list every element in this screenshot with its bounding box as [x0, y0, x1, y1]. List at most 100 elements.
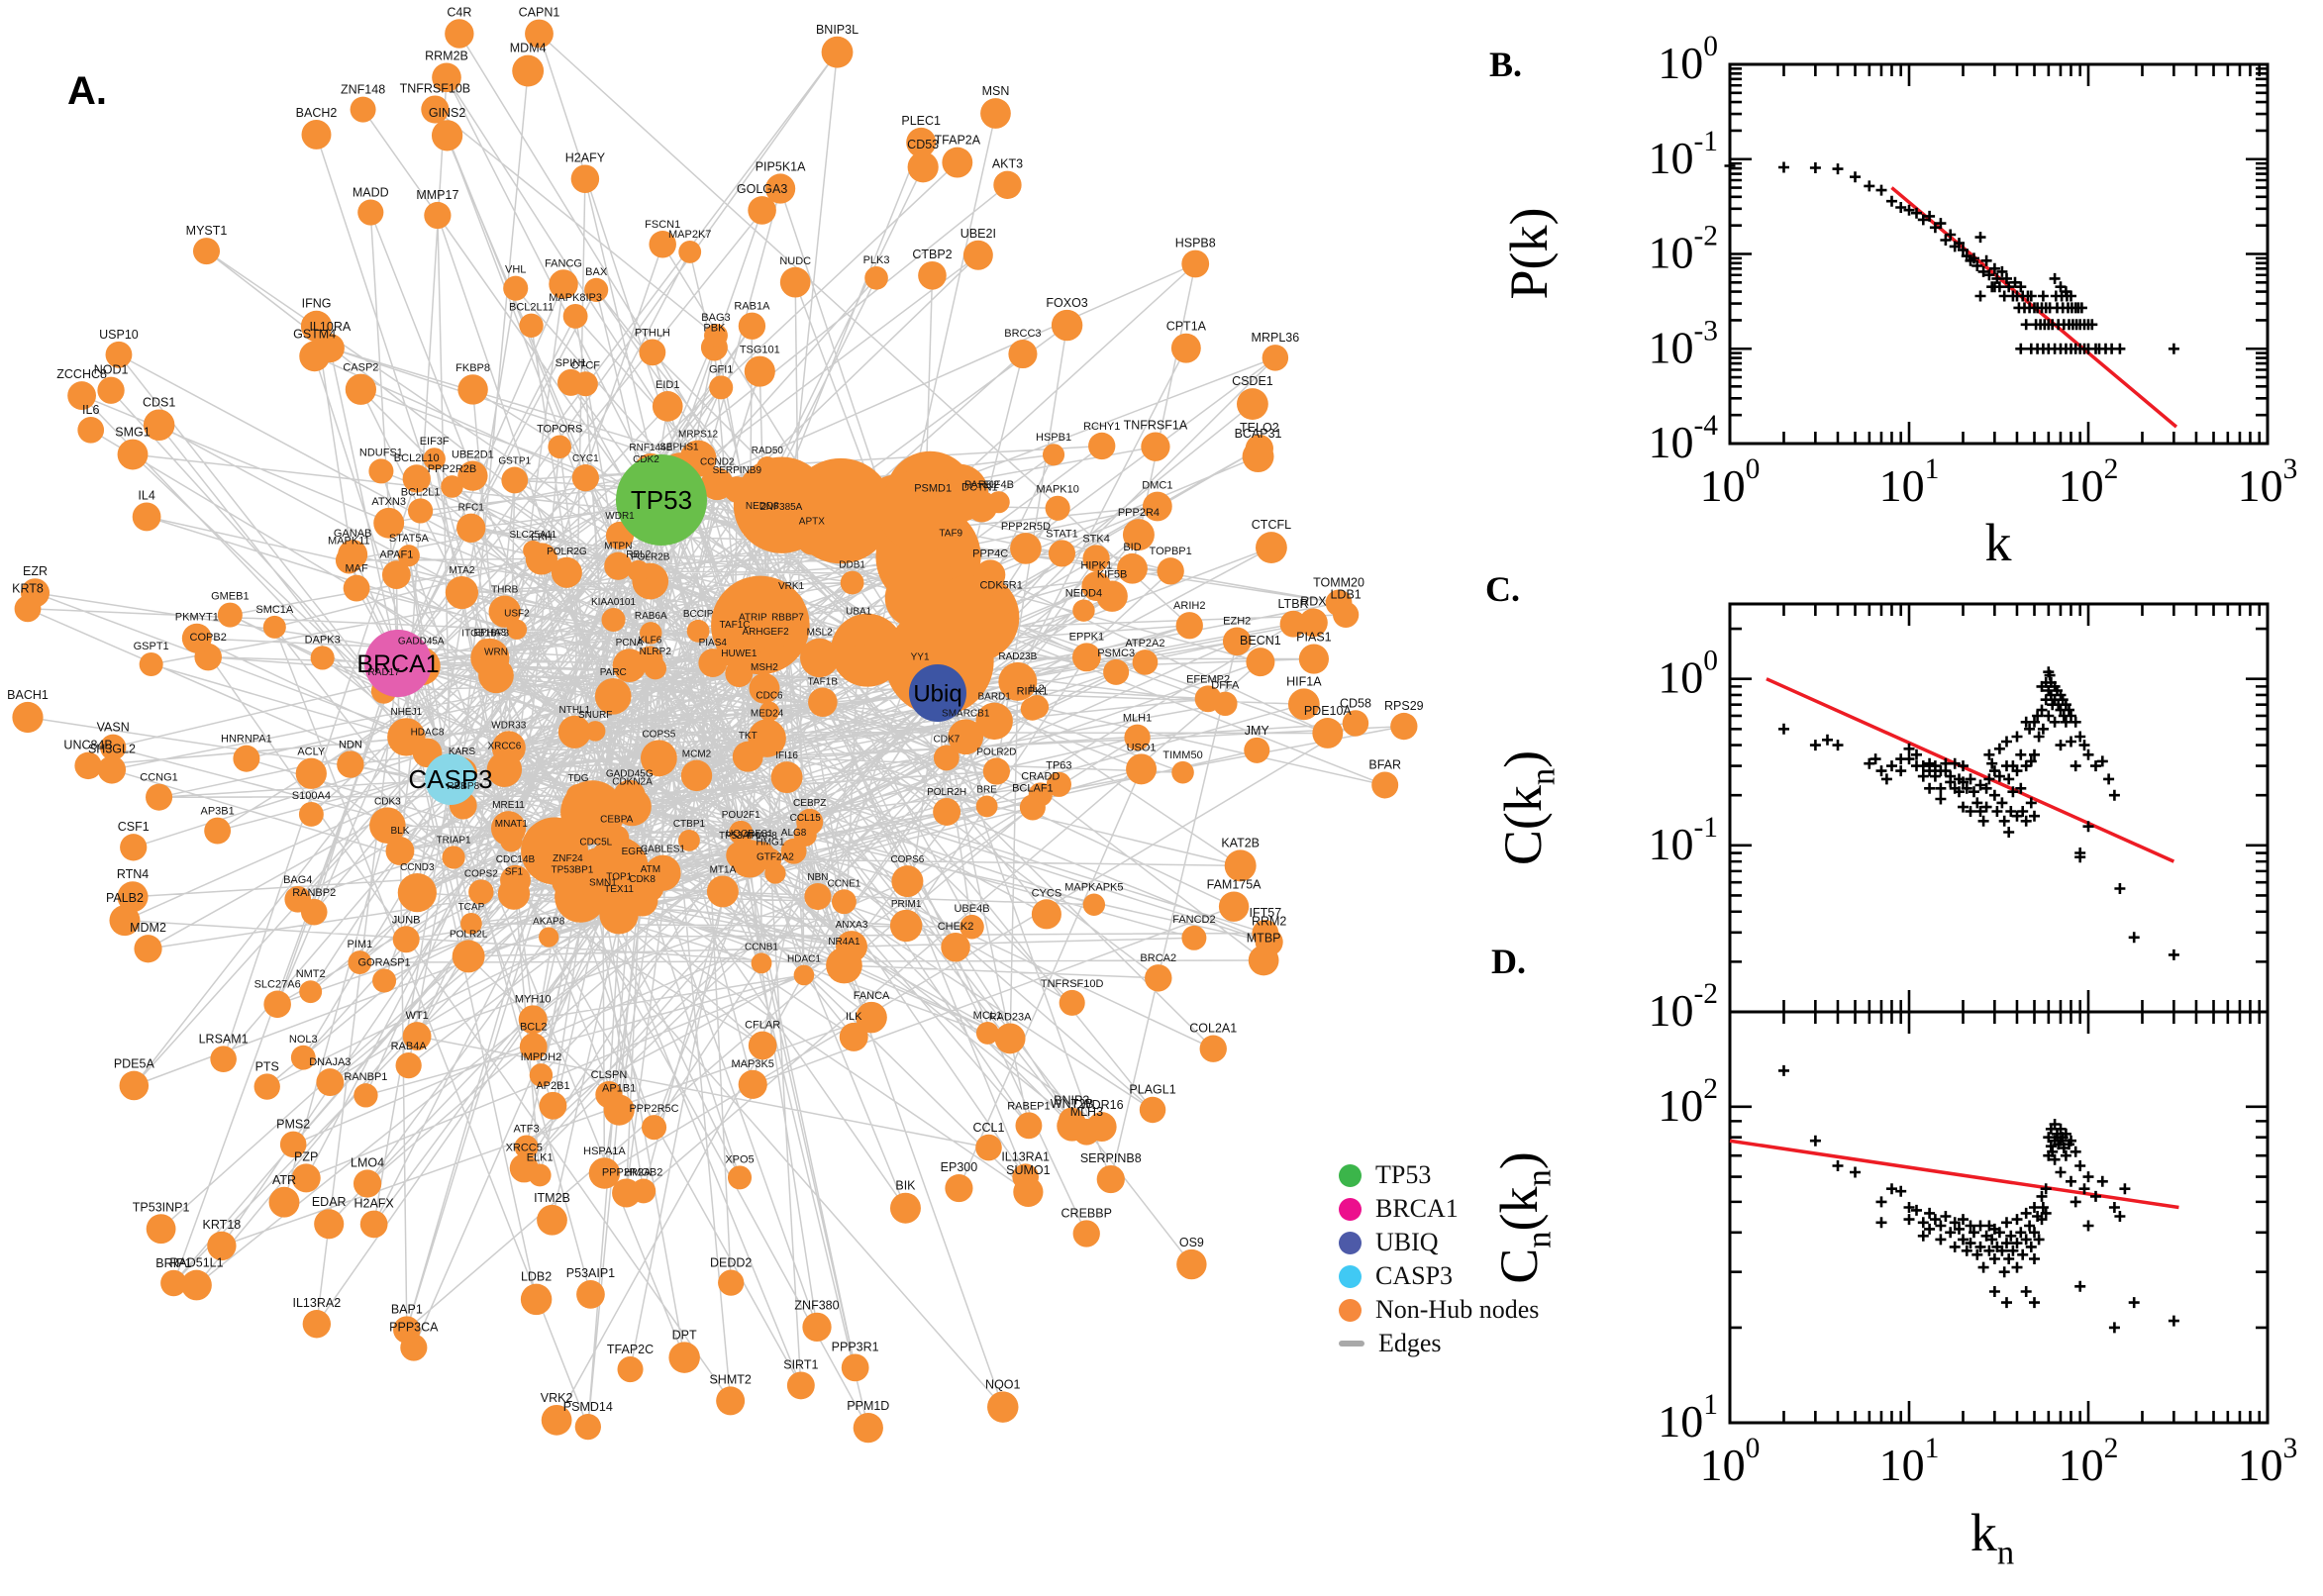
- network-node: [132, 502, 161, 532]
- network-node-label: EFEMP2: [1186, 673, 1230, 685]
- network-node: [291, 1163, 321, 1193]
- network-node: [528, 1163, 552, 1187]
- network-node-label: HSPA1A: [583, 1146, 626, 1157]
- network-node-label: BFAR: [1368, 757, 1401, 771]
- network-node: [613, 779, 646, 813]
- network-node: [770, 761, 803, 794]
- network-node: [1287, 688, 1320, 721]
- network-node-label: MTBP: [1247, 932, 1281, 946]
- network-node: [518, 1005, 548, 1035]
- legend-marker-nonhub-circle-icon: [1339, 1298, 1362, 1322]
- network-node: [537, 1204, 567, 1236]
- legend-item-tp53: TP53: [1339, 1158, 1539, 1192]
- network-node-label: RANBP2: [292, 887, 336, 899]
- panel-c: 100 10-1 10-2 C(kn): [1493, 602, 2270, 1036]
- network-node-label: EPPK1: [1069, 631, 1104, 643]
- network-node: [933, 745, 960, 771]
- network-node: [942, 147, 973, 178]
- network-node-label: NUDC: [779, 255, 811, 267]
- network-node: [348, 950, 372, 974]
- network-node: [478, 657, 514, 694]
- network-node: [372, 968, 397, 993]
- network-hubs: TP53 BRCA1 Ubiq CASP3: [356, 454, 966, 805]
- network-node-label: TEX11: [604, 884, 634, 895]
- network-node-label: SF1: [505, 867, 524, 878]
- network-node-label: TOPORS: [537, 424, 582, 436]
- network-node: [445, 19, 474, 49]
- network-node-label: BCL2L10: [394, 452, 440, 464]
- network-node: [698, 648, 728, 677]
- network-node-label: PKMYT1: [175, 612, 219, 624]
- network-node: [584, 721, 606, 742]
- network-node: [1096, 580, 1128, 612]
- network-node: [119, 1070, 150, 1101]
- network-node: [604, 551, 633, 580]
- network-node: [921, 494, 946, 519]
- network-node: [314, 1209, 345, 1240]
- network-node: [181, 623, 212, 653]
- panel-c-frame: [1728, 602, 2270, 1014]
- network-node-label: ITM2B: [534, 1191, 570, 1205]
- network-node-label: MRPL36: [1252, 331, 1300, 345]
- network-node: [539, 1091, 567, 1120]
- network-node: [988, 591, 1014, 616]
- network-node: [1103, 658, 1130, 685]
- panel-d-ticks: [1728, 1012, 2270, 1425]
- panel-d-fit-line: [1729, 1139, 2179, 1210]
- network-node: [748, 512, 777, 542]
- network-node-label: IL6: [82, 403, 99, 417]
- network-node-label: DMC1: [1142, 480, 1172, 492]
- network-node: [373, 507, 405, 539]
- network-node-label: CRADD: [1021, 770, 1060, 782]
- panel-d-points: [1778, 1064, 2179, 1334]
- network-node-label: PIP5K1A: [756, 159, 806, 173]
- network-node-label: IFNG: [302, 297, 332, 311]
- hub-node-ubiq: [909, 664, 966, 722]
- network-node-label: RPS29: [1384, 699, 1424, 713]
- network-node: [588, 1157, 621, 1189]
- network-node-label: MAPK10: [1036, 484, 1078, 496]
- network-node-label: S100A4: [292, 790, 331, 802]
- network-node: [160, 1269, 187, 1297]
- svg-text:Cn(kn): Cn(kn): [1489, 1151, 1559, 1284]
- network-node-label: CHEK2: [938, 921, 974, 933]
- network-node-label: CDC14B: [496, 854, 536, 865]
- network-node-label: HMGB2: [624, 1167, 662, 1179]
- network-node-label: BIK: [895, 1179, 916, 1193]
- network-node-label: PLAGL1: [1129, 1083, 1175, 1097]
- network-node: [431, 120, 463, 151]
- network-node-label: BRCC3: [1004, 328, 1041, 340]
- network-node-label: CCL15: [790, 813, 822, 824]
- network-node-label: GOLGA3: [737, 182, 787, 196]
- network-node: [907, 151, 939, 183]
- network-node-label: COL2A1: [1189, 1022, 1237, 1036]
- network-node-label: TFAP2A: [935, 134, 981, 148]
- network-node: [1051, 309, 1083, 342]
- network-node: [595, 1080, 623, 1109]
- network-node: [571, 464, 599, 492]
- network-node-label: PALB2: [106, 891, 144, 905]
- network-node-label: APTX: [799, 516, 825, 527]
- network-node-label: H2AFY: [565, 150, 606, 164]
- network-node-label: COPS5: [642, 729, 675, 740]
- network-node-label: IL10RA: [309, 320, 351, 334]
- network-node: [397, 872, 437, 913]
- network-node: [617, 1356, 644, 1383]
- network-node: [100, 734, 127, 761]
- network-node: [1142, 491, 1172, 522]
- network-node: [982, 757, 1010, 785]
- network-node-label: CYCS: [1032, 887, 1062, 899]
- network-node: [1181, 925, 1207, 950]
- network-node-label: HDAC8: [411, 727, 445, 738]
- network-node: [1141, 432, 1170, 461]
- svg-text:P(k): P(k): [1499, 208, 1559, 300]
- network-node: [738, 312, 766, 340]
- network-node-label: MAPKAPK5: [1064, 882, 1123, 894]
- network-node: [1170, 333, 1201, 363]
- network-node-label: THAP8: [746, 831, 778, 842]
- network-node: [337, 750, 364, 778]
- network-node: [1244, 737, 1270, 763]
- panel-d-frame: [1728, 1010, 2270, 1425]
- network-node-label: KIAA0101: [591, 597, 636, 608]
- network-node: [1031, 899, 1061, 930]
